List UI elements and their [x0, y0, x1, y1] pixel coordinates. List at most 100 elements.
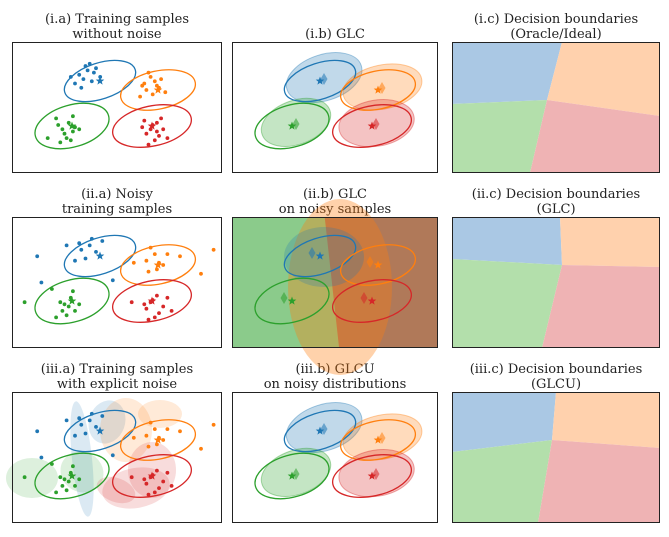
panel-iiib-ellipse-blue	[283, 409, 357, 453]
panel-ia-point-orange-9	[152, 79, 157, 84]
title-iiic-line2: (GLCU)	[530, 377, 582, 392]
panel-iiia-point-blue-7	[77, 416, 82, 421]
panel-iiib-ellipse-orange	[339, 419, 417, 461]
panel-iiia-point-blue-6	[100, 414, 105, 418]
panel-ia-ellipse-orange	[119, 69, 197, 111]
panel-iia-point-blue-1	[87, 243, 92, 248]
panel-iib-diamond-orange	[366, 256, 374, 268]
panel-ia-point-green-12	[45, 136, 50, 140]
panel-iiia-point-green-11	[50, 462, 54, 466]
panel-iia-point-green-3	[64, 313, 69, 318]
panel-iib-star-blue	[315, 251, 325, 260]
panel-iia-point-blue-5	[89, 236, 94, 241]
title-ic: (i.c) Decision boundaries (Oracle/Ideal)	[452, 12, 660, 42]
panel-ia-ellipse-blue	[63, 59, 137, 103]
panel-iia-point-red-2	[144, 306, 149, 311]
title-iib-line1: (ii.b) GLC	[302, 187, 367, 202]
panel-ia-point-orange-3	[144, 88, 149, 92]
panel-ic-region-green	[452, 100, 547, 173]
title-iib-line2: on noisy samples	[278, 202, 392, 217]
panel-iia-point-orange-10	[199, 271, 203, 276]
title-iic: (ii.c) Decision boundaries (GLC)	[452, 187, 660, 217]
panel-ib-star-red	[367, 121, 377, 130]
panel-iiia-point-blue-8	[35, 429, 40, 434]
panel-ia-point-red-2	[144, 131, 149, 136]
panel-iia-point-red-1	[155, 293, 159, 298]
panel-iia-point-red-8	[146, 317, 151, 322]
panel-iiia-point-orange-9	[211, 422, 216, 427]
panel-ib-diamond-green	[292, 118, 300, 130]
panel-ia-point-red-3	[157, 134, 161, 138]
panel-iia-point-green-7	[77, 302, 82, 307]
panel-iib-star-red	[367, 296, 377, 305]
title-iiib-line2: on noisy distributions	[263, 377, 407, 392]
panel-ia-point-green-8	[77, 127, 82, 132]
title-iiic-line1: (iii.c) Decision boundaries	[469, 362, 643, 377]
panel-iiia-noise-blob-blue-0	[70, 401, 94, 517]
panel-iib-ellipse-orange	[339, 244, 417, 286]
panel-iib-wash-blue	[284, 227, 364, 287]
panel-iiia-point-blue-4	[73, 433, 77, 438]
panel-iia-point-green-9	[54, 315, 58, 320]
panel-iia-point-red-3	[157, 311, 161, 315]
panel-iia-point-red-11	[169, 309, 174, 313]
panel-ia-point-orange-4	[159, 77, 164, 81]
panel-iia-ellipse-red	[112, 279, 192, 323]
panel-ia-point-green-6	[62, 131, 67, 136]
panel-iiia-point-green-0	[62, 477, 67, 482]
panel-iia-point-red-9	[165, 295, 170, 300]
panel-iic-region-red	[542, 265, 660, 348]
panel-iiia-point-green-4	[58, 475, 63, 480]
title-iia: (ii.a) Noisy training samples	[12, 187, 222, 217]
panel-iiia-point-red-3	[157, 486, 161, 490]
panel-iiia-noise-blob-blue-1	[88, 400, 126, 444]
panel-ia-point-green-7	[68, 138, 73, 143]
panel-iiia-point-red-1	[155, 468, 159, 473]
panel-iiib-diamond-blue	[320, 423, 328, 435]
title-ic-line2: (Oracle/Ideal)	[510, 27, 602, 42]
panel-iia-point-red-7	[152, 315, 157, 320]
panel-iia-point-green-2	[73, 309, 77, 313]
panel-iic-region-green	[452, 259, 562, 348]
panel-iiia-point-blue-0	[79, 422, 84, 427]
panel-ia-point-blue-8	[87, 61, 92, 66]
panel-iia-point-blue-10	[110, 278, 115, 283]
panel-iiia-ellipse-blue	[63, 409, 137, 453]
panel-iiib-star-red	[367, 471, 377, 480]
panel-ia-point-orange-11	[140, 83, 145, 88]
panel-iiia-point-orange-7	[131, 435, 136, 440]
panel-iiia-noise-blob-orange-3	[138, 400, 182, 428]
panel-ia-point-orange-5	[150, 92, 155, 97]
panel-iib-ellipse-red	[332, 279, 412, 323]
title-iic-line1: (ii.c) Decision boundaries	[471, 187, 641, 202]
panel-iia-point-orange-1	[152, 252, 157, 256]
panel-iiia-ellipse-red	[112, 454, 192, 498]
panel-iiia-point-blue-10	[110, 453, 115, 458]
panel-ia-point-orange-8	[146, 70, 151, 75]
panel-iia-point-green-5	[71, 289, 75, 294]
panel-iiia-point-green-5	[71, 464, 75, 469]
panel-ia-point-red-1	[155, 120, 159, 125]
panel-iiia-star-green	[67, 471, 77, 480]
panel-iiib-star-blue	[315, 426, 325, 435]
panel-iiia-point-green-2	[73, 484, 77, 488]
panel-ia-point-blue-4	[73, 81, 77, 86]
panel-ia-frame	[12, 42, 222, 173]
panel-ia-point-red-8	[146, 142, 151, 147]
title-ia-line2: without noise	[72, 27, 162, 42]
panel-iic-boundary	[452, 217, 660, 348]
panel-iiia-point-blue-5	[89, 411, 94, 416]
title-iiia-line2: with explicit noise	[56, 377, 178, 392]
panel-iia-point-orange-7	[131, 260, 136, 265]
panel-iia-point-red-6	[161, 304, 166, 309]
panel-ia-point-red-9	[159, 116, 164, 121]
panel-iiia-point-orange-4	[161, 438, 166, 442]
panel-iia-point-orange-4	[161, 263, 166, 267]
panel-iiia-point-red-5	[142, 477, 147, 482]
panel-ia-point-red-12	[165, 136, 170, 140]
panel-iiib-star-green	[287, 471, 297, 480]
panel-iia-point-green-0	[62, 302, 67, 307]
panel-iia-point-orange-5	[148, 245, 153, 250]
panel-iia-point-blue-8	[35, 254, 40, 259]
panel-iia-point-red-5	[142, 302, 147, 307]
